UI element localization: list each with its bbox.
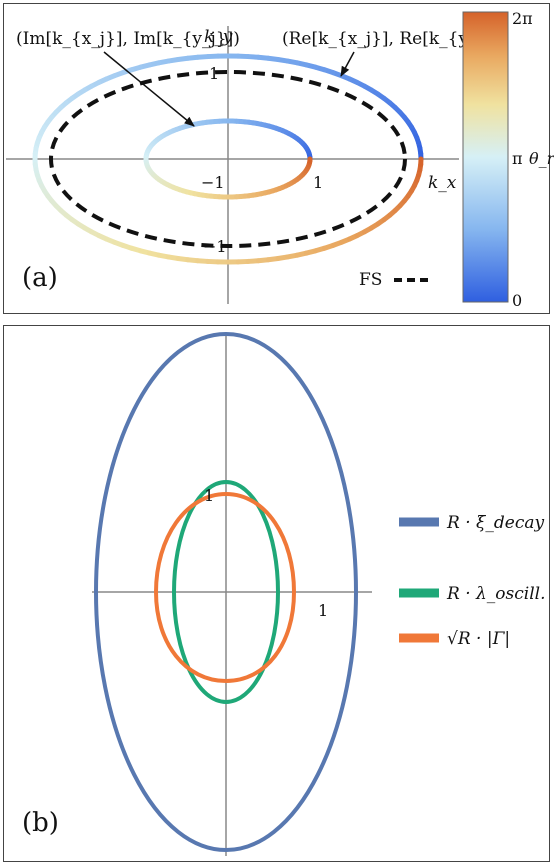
colorbar [462, 11, 509, 303]
tick-x-pos: 1 [313, 173, 323, 192]
fs-legend-label: FS [359, 270, 382, 290]
colorbar-mid-label: π [512, 149, 523, 168]
panel-b: 1 1 R · ξ_decay R · λ_oscill. √R · |Γ| (… [3, 325, 550, 862]
colorbar-symbol: θ_r [529, 149, 554, 168]
legend-label-gamma: √R · |Γ| [447, 629, 510, 649]
gamma-curve [153, 491, 297, 684]
panel-b-figure: 1 1 R · ξ_decay R · λ_oscill. √R · |Γ| (… [22, 332, 545, 856]
annotation-im: (Im[k_{x_j}], Im[k_{y_j}]) [16, 29, 240, 49]
colorbar-top-label: 2π [512, 9, 533, 28]
axis-label-kx: k_x [428, 173, 457, 193]
tick-y-pos-b: 1 [204, 486, 214, 505]
tick-x-neg: −1 [201, 173, 225, 192]
tick-y-neg: −1 [203, 237, 227, 256]
legend-label-lambda: R · λ_oscill. [446, 584, 545, 604]
panel-a: −1 1 1 −1 k_y k_x (Im[k_{x_j}], Im[k_{y_… [3, 3, 554, 314]
lambda-oscill-curve [172, 480, 280, 704]
xi-decay-curve [94, 332, 358, 852]
panel-label-a: (a) [22, 263, 58, 293]
panel-a-figure: −1 1 1 −1 k_y k_x (Im[k_{x_j}], Im[k_{y_… [6, 9, 554, 310]
tick-y-pos: 1 [209, 64, 219, 83]
tick-x-pos-b: 1 [318, 601, 328, 620]
legend: R · ξ_decay R · λ_oscill. √R · |Γ| [399, 513, 545, 649]
axis-label-ky: k_y [204, 27, 233, 47]
panel-label-b: (b) [22, 808, 59, 838]
annotation-re-arrow [340, 51, 355, 77]
fermi-surface-ellipse [49, 70, 407, 248]
annotation-im-arrow [103, 51, 195, 127]
re-k-ellipse [32, 53, 424, 265]
legend-label-xi: R · ξ_decay [446, 513, 544, 533]
colorbar-bottom-label: 0 [512, 291, 522, 310]
im-k-ellipse [143, 118, 313, 200]
annotation-re: (Re[k_{x_j}], Re[k_{y_j}]) [282, 29, 506, 49]
